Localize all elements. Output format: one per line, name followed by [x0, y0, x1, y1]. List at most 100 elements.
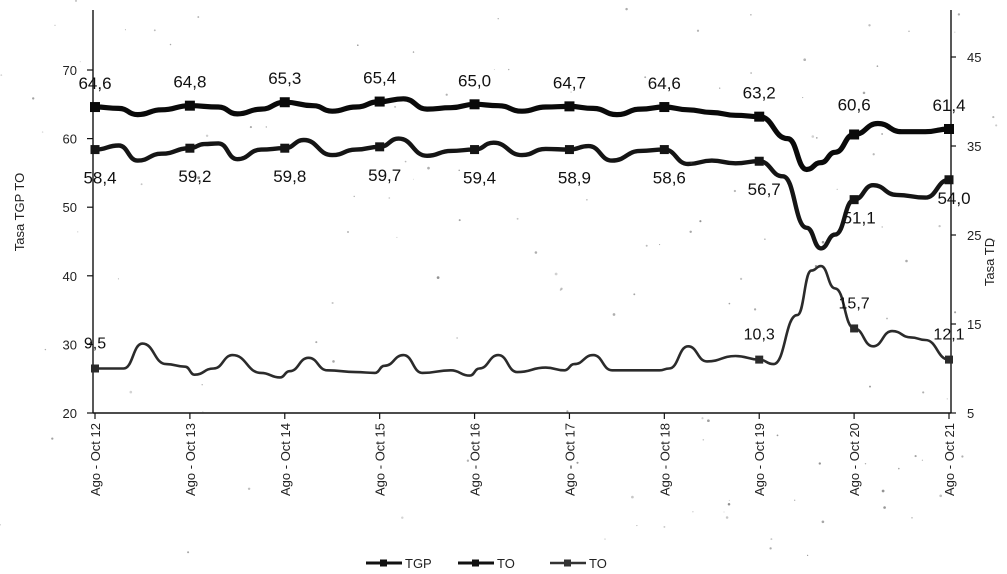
speckle: [205, 134, 209, 138]
point-to: [280, 143, 290, 153]
speckle: [124, 29, 126, 31]
speckle: [806, 554, 809, 557]
speckle: [412, 178, 414, 180]
data-label-to: 51,1: [843, 209, 876, 228]
x-tick-label: Ago - Oct 15: [373, 423, 388, 496]
legend-item-to-2: TO: [550, 556, 607, 571]
data-label-tgp: 60,6: [838, 95, 871, 114]
x-tick-label: Ago - Oct 20: [847, 423, 862, 496]
data-label-tgp: 65,4: [363, 69, 396, 88]
speckle: [869, 385, 871, 388]
data-label-to: 54,0: [937, 189, 970, 208]
point-tgp: [469, 99, 480, 110]
data-label-td: 15,7: [839, 295, 870, 312]
speckle: [534, 251, 538, 254]
speckle: [249, 126, 252, 129]
speckle: [315, 341, 318, 344]
data-label-to: 59,7: [368, 166, 401, 185]
right-tick-label: 45: [967, 50, 981, 65]
data-label-to: 59,4: [463, 169, 496, 188]
legend-item-tgp: TGP: [366, 556, 432, 571]
data-label-tgp: 64,8: [173, 73, 206, 92]
point-to: [659, 145, 669, 155]
series-layer: [90, 96, 954, 379]
speckle: [0, 74, 3, 76]
speckle: [689, 230, 692, 234]
data-label-tgp: 63,2: [743, 84, 776, 103]
point-tgp: [184, 100, 195, 111]
labels-layer: 64,6 64,8 65,3 65,4 65,0 64,7 64,6 63,2 60,6 61,4…: [78, 69, 970, 353]
point-to: [754, 156, 764, 166]
speckle: [811, 135, 815, 138]
speckle: [356, 44, 359, 47]
speckle: [201, 383, 203, 386]
speckle: [764, 238, 766, 240]
speckle: [445, 93, 448, 96]
speckle: [44, 348, 47, 351]
data-label-to: 56,7: [748, 180, 781, 199]
speckle: [353, 195, 355, 198]
speckle: [77, 231, 79, 233]
speckle: [821, 520, 825, 524]
speckle: [633, 293, 636, 296]
speckle: [32, 97, 35, 100]
speckle: [197, 176, 200, 180]
left-tick-label: 20: [63, 406, 77, 421]
data-label-tgp: 65,3: [268, 69, 301, 88]
speckle: [723, 511, 725, 513]
speckle: [876, 65, 879, 67]
point-tgp: [849, 129, 860, 140]
speckle: [836, 188, 838, 191]
speckle: [905, 259, 908, 263]
speckle: [412, 51, 415, 53]
speckle: [0, 524, 1, 526]
point-td: [945, 355, 953, 364]
left-tick-label: 40: [63, 269, 77, 284]
speckle: [739, 277, 743, 281]
data-label-to: 58,4: [83, 169, 116, 188]
point-tgp: [279, 97, 290, 108]
x-ticks: Ago - Oct 12 Ago - Oct 13 Ago - Oct 14 Ago …: [88, 413, 957, 496]
speckle: [436, 276, 440, 279]
speckle: [864, 463, 867, 465]
speckle: [938, 224, 941, 228]
speckle: [560, 287, 563, 290]
x-tick-label: Ago - Oct 19: [752, 423, 767, 496]
speckle: [961, 455, 964, 458]
point-to: [90, 145, 100, 155]
right-ticks: 5 15 25 35 45: [951, 50, 981, 421]
speckle: [815, 137, 818, 139]
speckle: [728, 302, 731, 305]
speckle: [954, 31, 956, 33]
left-ticks: 20 30 40 50 60 70: [63, 63, 93, 421]
speckle: [401, 516, 404, 519]
right-tick-label: 35: [967, 139, 981, 154]
speckle: [129, 390, 133, 394]
speckle: [140, 183, 143, 186]
speckle: [644, 76, 647, 79]
speckle: [750, 14, 752, 16]
right-tick-label: 5: [967, 406, 974, 421]
speckle: [117, 278, 119, 280]
speckle: [954, 311, 957, 314]
speckle: [818, 462, 821, 465]
speckle: [404, 160, 407, 163]
speckle: [898, 467, 900, 470]
point-tgp: [90, 102, 100, 113]
legend-label-to-2: TO: [589, 556, 607, 571]
speckle: [699, 220, 702, 223]
data-label-td: 10,3: [744, 327, 775, 344]
speckle: [908, 30, 910, 33]
point-td: [91, 364, 99, 373]
legend-label-to: TO: [497, 556, 515, 571]
speckle: [456, 337, 458, 339]
speckle: [570, 91, 572, 93]
speckle: [719, 87, 721, 89]
speckle: [645, 244, 648, 247]
speckle: [862, 91, 866, 95]
point-tgp: [659, 102, 670, 113]
speckle: [466, 459, 470, 462]
x-tick-label: Ago - Oct 16: [468, 423, 483, 496]
speckle: [881, 226, 883, 228]
right-tick-label: 25: [967, 228, 981, 243]
